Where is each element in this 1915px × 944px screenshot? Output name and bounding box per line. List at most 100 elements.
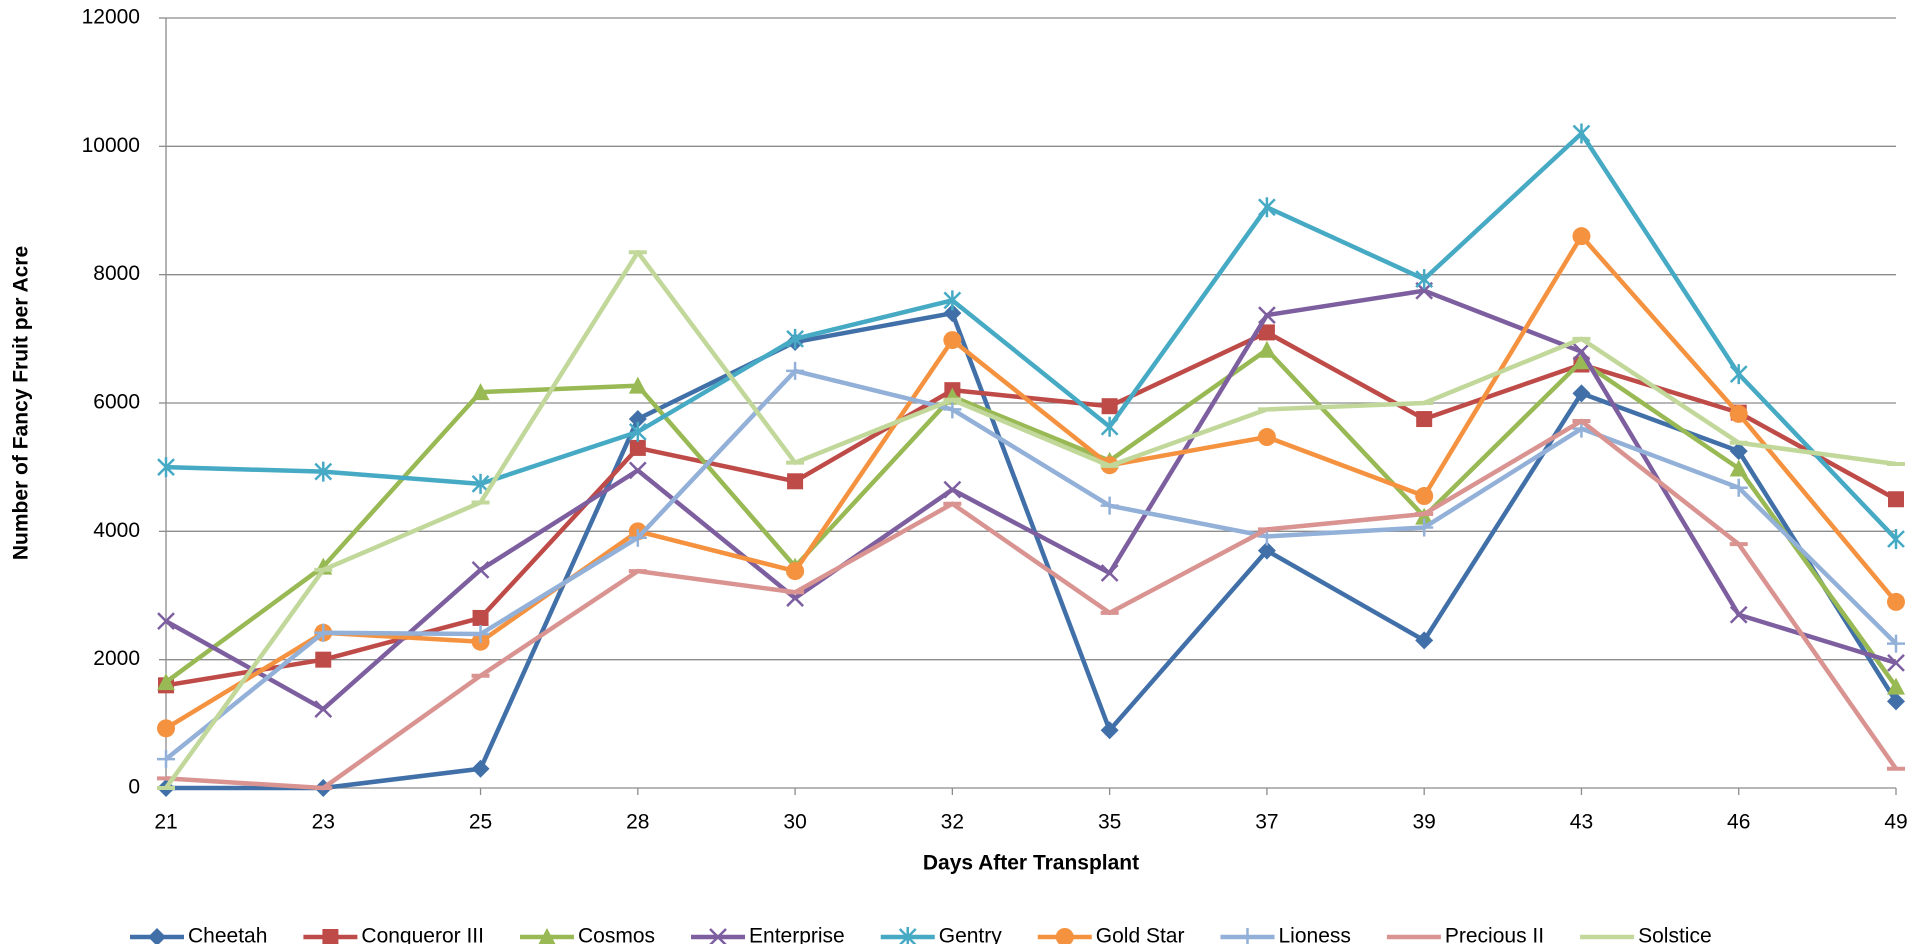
- marker: [471, 383, 490, 401]
- x-tick-label: 35: [1098, 811, 1121, 834]
- marker: [1887, 677, 1905, 695]
- x-tick-label: 23: [312, 811, 335, 834]
- series-line: [165, 418, 1898, 791]
- x-tick-label: 37: [1255, 811, 1278, 834]
- marker: [1101, 398, 1118, 415]
- x-tick-label: 43: [1570, 811, 1593, 834]
- x-tick-label: 49: [1884, 811, 1907, 834]
- marker: [786, 361, 805, 380]
- y-tick-label: 0: [128, 776, 140, 799]
- x-tick-label: 21: [154, 811, 177, 834]
- marker: [1572, 384, 1591, 403]
- marker: [1258, 306, 1276, 324]
- y-tick-label: 2000: [93, 647, 140, 670]
- marker: [148, 928, 166, 944]
- marker: [1257, 428, 1276, 447]
- marker: [1415, 269, 1434, 290]
- marker: [157, 719, 175, 738]
- marker: [1055, 928, 1074, 944]
- marker: [314, 461, 333, 482]
- marker: [1887, 529, 1905, 550]
- marker: [628, 461, 647, 480]
- y-tick-label: 4000: [93, 519, 140, 542]
- legend-label: Precious II: [1445, 925, 1544, 944]
- marker: [1258, 197, 1276, 218]
- marker: [314, 700, 333, 718]
- marker: [1416, 411, 1433, 428]
- marker: [471, 625, 490, 643]
- marker: [786, 328, 804, 349]
- marker: [315, 651, 332, 668]
- marker: [628, 410, 647, 429]
- marker: [1238, 928, 1257, 944]
- marker: [1729, 605, 1748, 624]
- y-tick-label: 8000: [93, 262, 140, 285]
- marker: [709, 928, 727, 944]
- marker: [157, 673, 175, 691]
- legend-label: Conqueror III: [361, 925, 484, 944]
- x-tick-label: 30: [783, 811, 806, 834]
- marker: [1415, 518, 1434, 537]
- marker: [1258, 324, 1275, 341]
- marker: [943, 304, 962, 323]
- series-line: [164, 249, 1897, 790]
- marker: [628, 421, 647, 442]
- series-line: [164, 233, 1898, 731]
- series-line: [164, 368, 1898, 761]
- marker: [1729, 442, 1748, 461]
- x-tick-label: 32: [941, 811, 964, 834]
- y-tick-label: 6000: [93, 391, 140, 414]
- marker: [1887, 692, 1905, 711]
- x-axis-title: Days After Transplant: [923, 852, 1139, 875]
- x-tick-label: 28: [626, 811, 649, 834]
- marker: [1887, 592, 1905, 611]
- marker: [1415, 487, 1434, 506]
- marker: [787, 473, 804, 490]
- legend-label: Lioness: [1278, 925, 1350, 944]
- marker: [322, 929, 339, 944]
- marker: [1888, 491, 1904, 508]
- y-tick-label: 10000: [82, 134, 140, 157]
- x-tick-label: 39: [1413, 811, 1436, 834]
- marker: [471, 560, 490, 579]
- series-line: [164, 288, 1897, 712]
- marker: [628, 376, 647, 394]
- marker: [314, 623, 333, 642]
- marker: [471, 759, 490, 778]
- legend-label: Solstice: [1638, 925, 1712, 944]
- series-line: [165, 330, 1898, 688]
- x-tick-label: 46: [1727, 811, 1750, 834]
- legend-label: Gentry: [939, 925, 1003, 944]
- series-line: [164, 347, 1898, 688]
- marker: [1887, 634, 1905, 653]
- marker: [786, 562, 805, 581]
- marker: [1572, 342, 1591, 361]
- marker: [1729, 364, 1748, 385]
- marker: [1100, 721, 1119, 740]
- series-line: [165, 131, 1898, 541]
- marker: [471, 473, 490, 494]
- legend-label: Gold Star: [1096, 925, 1185, 944]
- marker: [1257, 541, 1276, 560]
- marker: [1100, 496, 1119, 515]
- marker: [1100, 416, 1119, 437]
- marker: [943, 290, 962, 311]
- marker: [943, 400, 962, 419]
- marker: [1887, 653, 1905, 672]
- y-tick-label: 12000: [82, 6, 140, 29]
- marker: [629, 439, 646, 456]
- legend-label: Cosmos: [578, 925, 655, 944]
- marker: [472, 609, 489, 626]
- marker: [538, 928, 556, 944]
- marker: [943, 480, 962, 499]
- marker: [1572, 352, 1591, 370]
- marker: [157, 612, 175, 631]
- marker: [1572, 227, 1591, 246]
- y-axis-title: Number of Fancy Fruit per Acre: [10, 246, 33, 560]
- legend-label: Cheetah: [188, 925, 267, 944]
- marker: [1100, 564, 1119, 582]
- marker: [157, 750, 175, 769]
- marker: [157, 457, 175, 478]
- series-line: [166, 310, 1898, 791]
